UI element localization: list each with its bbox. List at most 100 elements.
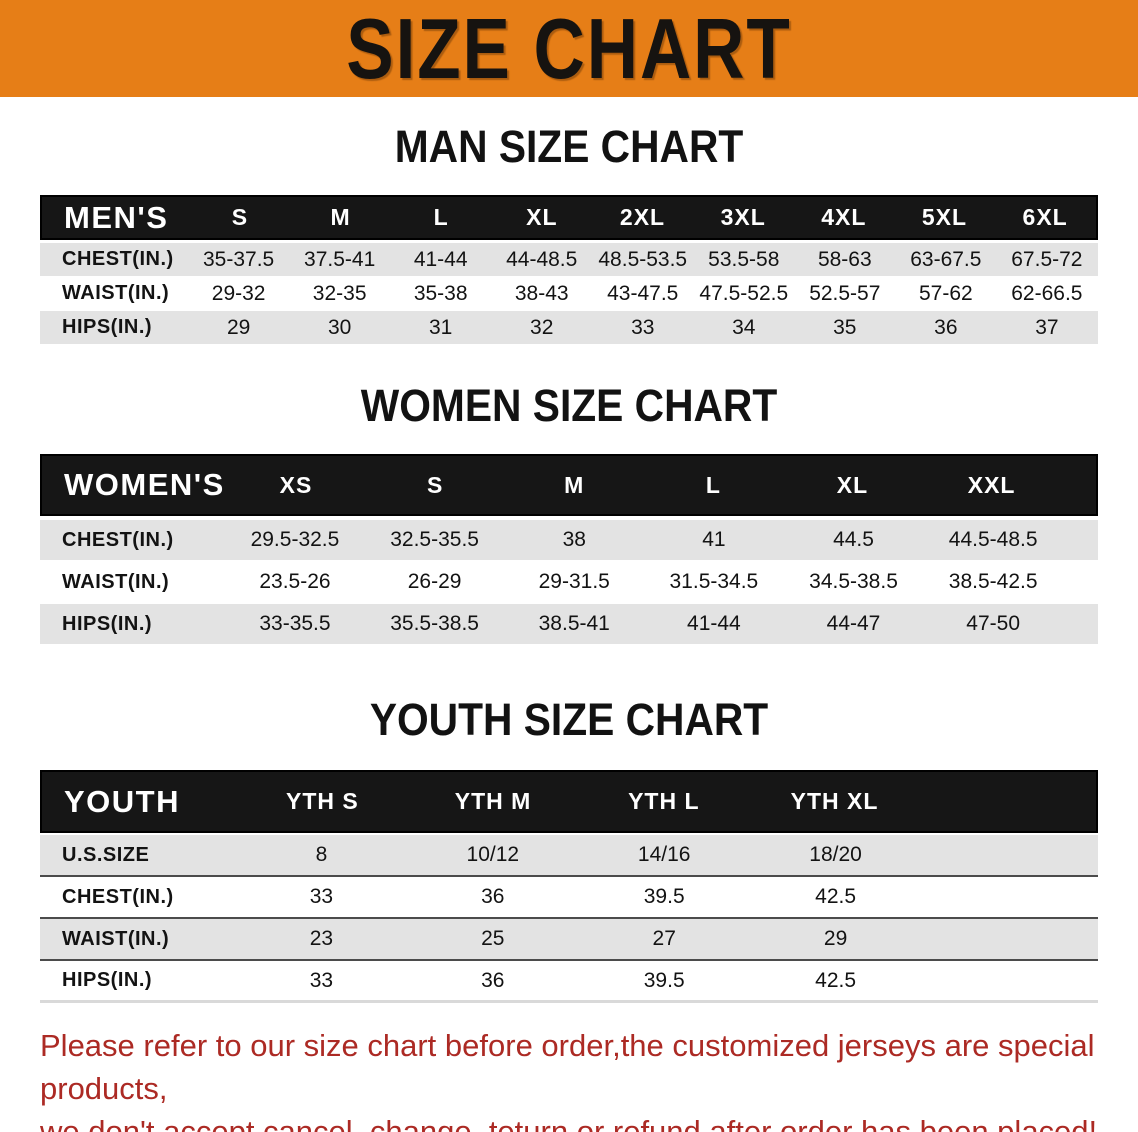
value-cell: 35 [833,315,857,339]
value-cell: 39.5 [643,968,685,992]
value-cell: 35.5-38.5 [390,612,479,635]
value-cell: 62-66.5 [1011,281,1083,305]
value-cell: 33 [309,968,334,992]
row-label-cell: CHEST(IN.) [62,528,174,551]
size-chart-banner: SIZE CHART [0,0,1138,97]
table-title-cell: MEN'S [64,199,169,235]
value-cell: 29-31.5 [538,570,610,593]
size-column-header: L [433,204,449,230]
value-cell: 53.5-58 [708,247,780,271]
table-body: CHEST(IN.) 35-37.5 37.5-41 41-44 44-48.5 48.5… [40,243,1098,344]
value-cell: 29-32 [211,281,266,305]
row-label-cell: CHEST(IN.) [62,248,174,270]
row-label-cell: HIPS(IN.) [62,316,153,338]
value-cell: 23 [309,927,334,950]
value-cell: 14/16 [637,843,691,866]
value-cell: 42.5 [815,968,857,992]
row-label-cell: U.S.SIZE [62,843,150,866]
value-cell: 18/20 [809,843,862,866]
value-cell: 38-43 [514,281,569,305]
size-column-header: 5XL [921,204,968,230]
value-cell: 42.5 [815,885,857,908]
value-cell: 23.5-26 [259,570,331,593]
disclaimer: Please refer to our size chart before or… [40,1025,1100,1132]
value-cell: 36 [934,315,958,339]
value-cell: 57-62 [918,281,973,305]
size-column-header: XXL [967,471,1016,498]
size-column-header: 4XL [821,204,867,230]
page-title: SIZE CHART [346,0,792,97]
value-cell: 31 [429,315,453,339]
measurement-row: WAIST(IN.) 23.5-26 26-29 29-31.5 31.5-34.5 34… [40,562,1098,602]
youth-section-title: YOUTH SIZE CHART [369,694,769,745]
value-cell: 32 [530,315,554,339]
men-section-title: MAN SIZE CHART [394,121,744,172]
value-cell: 35-38 [413,281,468,305]
value-cell: 38.5-41 [538,612,610,635]
disclaimer-line-2: we don't accept cancel, change, teturn o… [40,1113,1098,1132]
table-header-row: WOMEN'S XS S M L XL XXL [40,454,1098,516]
value-cell: 44-47 [826,612,881,635]
size-column-header: M [330,204,351,230]
measurement-row: CHEST(IN.) 33 36 39.5 42.5 [40,877,1098,919]
value-cell: 34.5-38.5 [809,570,898,593]
measurement-row: HIPS(IN.) 33-35.5 35.5-38.5 38.5-41 41-44 44-… [40,604,1098,644]
measurement-row: HIPS(IN.) 33 36 39.5 42.5 [40,961,1098,1003]
size-column-header: YTH XL [790,788,879,814]
value-cell: 47-50 [966,612,1021,635]
size-column-header: XL [526,204,558,230]
size-column-header: 6XL [1022,204,1068,230]
value-cell: 38 [562,528,586,551]
value-cell: 67.5-72 [1011,247,1083,271]
value-cell: 29 [823,927,848,950]
size-column-header: YTH S [285,788,359,814]
size-column-header: XL [836,471,869,498]
value-cell: 33-35.5 [259,612,331,635]
value-cell: 33 [631,315,655,339]
value-cell: 31.5-34.5 [669,570,759,593]
value-cell: 29 [226,315,251,339]
table-body: CHEST(IN.) 29.5-32.5 32.5-35.5 38 41 44.5 44.5… [40,520,1098,644]
size-column-header: YTH L [628,788,700,814]
value-cell: 38.5-42.5 [948,570,1038,593]
measurement-row: CHEST(IN.) 35-37.5 37.5-41 41-44 44-48.5 48.5… [40,243,1098,276]
value-cell: 44.5-48.5 [948,528,1038,551]
value-cell: 33 [309,885,334,908]
value-cell: 37.5-41 [304,247,376,271]
value-cell: 37 [1035,315,1059,339]
row-label-cell: WAIST(IN.) [62,927,170,950]
size-column-header: M [564,471,585,498]
row-label-cell: HIPS(IN.) [62,969,153,991]
value-cell: 44-48.5 [506,247,578,271]
value-cell: 34 [732,315,756,339]
value-cell: 8 [315,843,328,866]
value-cell: 32-35 [312,281,367,305]
measurement-row: WAIST(IN.) 23 25 27 29 [40,919,1098,961]
table-title-cell: WOMEN'S [64,467,225,502]
disclaimer-line-1: Please refer to our size chart before or… [40,1028,1095,1106]
row-label-cell: WAIST(IN.) [62,282,170,304]
size-column-header: S [426,471,444,498]
table-header-row: YOUTH YTH S YTH M YTH L YTH XL [40,770,1098,833]
measurement-row: CHEST(IN.) 29.5-32.5 32.5-35.5 38 41 44.5 44.5… [40,520,1098,560]
value-cell: 47.5-52.5 [699,281,789,305]
value-cell: 29.5-32.5 [250,528,340,551]
measurement-row: WAIST(IN.) 29-32 32-35 35-38 38-43 43-47.5 47.… [40,277,1098,310]
size-column-header: XS [279,471,313,498]
row-label-cell: WAIST(IN.) [62,570,170,593]
value-cell: 36 [481,968,505,992]
value-cell: 48.5-53.5 [598,247,688,271]
women-section-title: WOMEN SIZE CHART [360,380,778,431]
value-cell: 41-44 [413,247,468,271]
value-cell: 32.5-35.5 [390,528,479,551]
value-cell: 10/12 [466,843,520,866]
value-cell: 44.5 [833,528,874,551]
table-header-row: MEN'S S M L XL 2XL 3XL 4XL 5XL 6XL [40,195,1098,240]
row-label-cell: CHEST(IN.) [62,885,174,908]
women-size-table: WOMEN'S XS S M L XL XXL CHEST(IN.) 29.5-32.5 32.5… [40,454,1098,644]
value-cell: 30 [327,315,352,339]
size-column-header: L [705,471,721,498]
value-cell: 26-29 [407,570,462,593]
value-cell: 27 [652,927,676,950]
measurement-row: U.S.SIZE 8 10/12 14/16 18/20 [40,835,1098,877]
